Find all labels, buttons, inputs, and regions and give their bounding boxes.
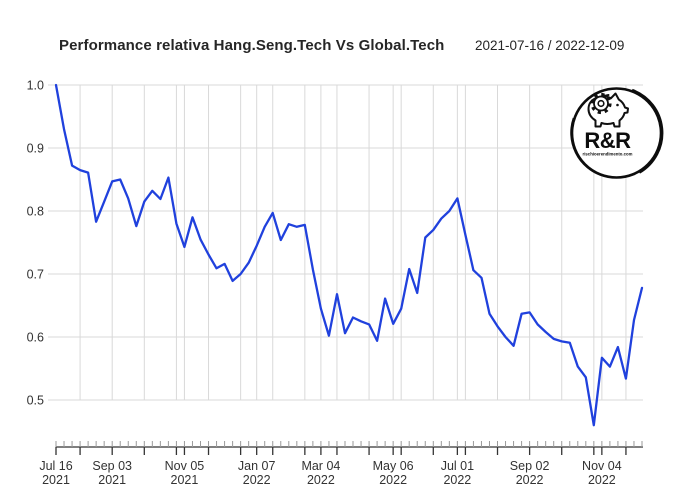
- logo-text: R&R: [584, 128, 631, 153]
- x-axis-label: Sep 02: [510, 459, 550, 473]
- x-axis-label-year: 2022: [588, 473, 616, 487]
- x-axis-label-year: 2021: [98, 473, 126, 487]
- y-axis-label: 0.9: [27, 142, 44, 156]
- x-axis-label: Nov 05: [165, 459, 205, 473]
- x-axis-label: Jan 07: [238, 459, 276, 473]
- x-axis-label-year: 2022: [516, 473, 544, 487]
- date-range: 2021-07-16 / 2022-12-09: [475, 38, 625, 53]
- x-axis-label: Jul 16: [39, 459, 72, 473]
- x-axis-label-year: 2022: [443, 473, 471, 487]
- x-axis-label-year: 2022: [379, 473, 407, 487]
- x-axis-label-year: 2022: [307, 473, 335, 487]
- brand-logo: R&R rischioerendimento.com: [570, 87, 664, 179]
- y-axis-label: 0.6: [27, 331, 44, 345]
- y-axis-label: 0.7: [27, 268, 44, 282]
- y-axis-label: 1.0: [27, 79, 44, 93]
- y-axis-label: 0.5: [27, 394, 44, 408]
- page-title: Performance relativa Hang.Seng.Tech Vs G…: [59, 37, 445, 54]
- x-axis-label: Mar 04: [301, 459, 340, 473]
- x-axis-label: Sep 03: [92, 459, 132, 473]
- x-axis-label: Nov 04: [582, 459, 622, 473]
- x-axis-label: May 06: [373, 459, 414, 473]
- chart-line: [54, 83, 644, 427]
- logo-website: rischioerendimento.com: [583, 152, 633, 157]
- y-axis-label: 0.8: [27, 205, 44, 219]
- x-axis-label-year: 2022: [243, 473, 271, 487]
- gear-icon: [590, 92, 612, 115]
- x-axis-label: Jul 01: [441, 459, 474, 473]
- x-axis-label-year: 2021: [171, 473, 199, 487]
- x-axis-label-year: 2021: [42, 473, 70, 487]
